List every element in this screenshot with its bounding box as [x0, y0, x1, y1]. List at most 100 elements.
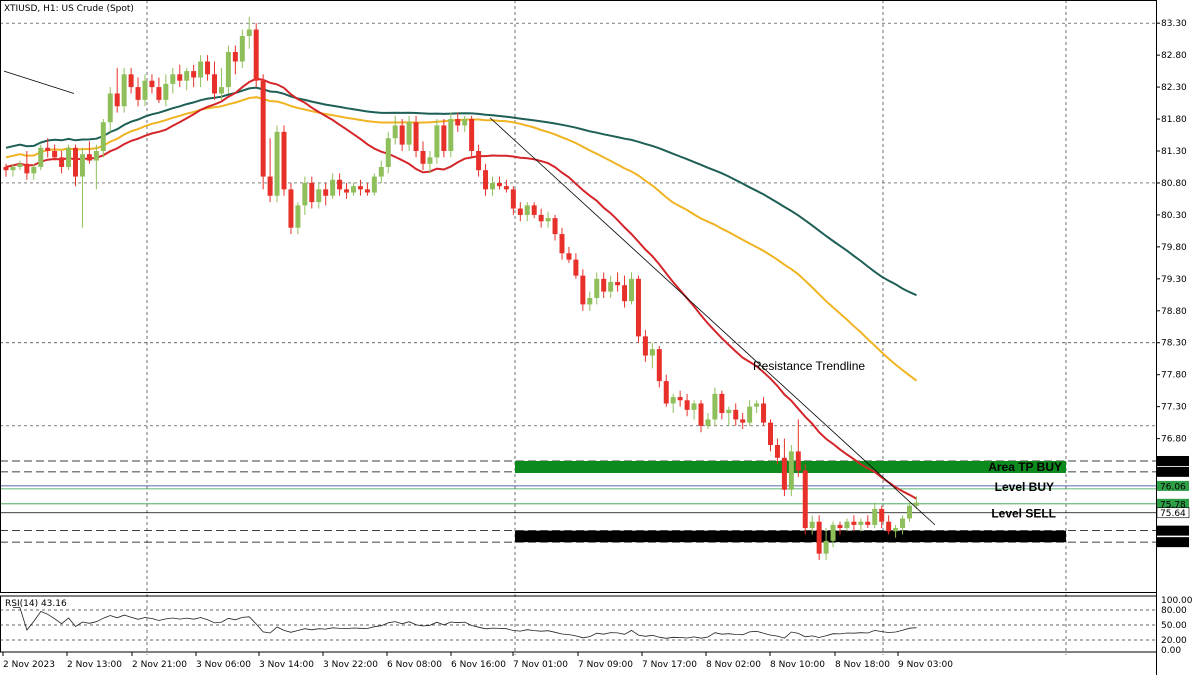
ma-fast-line	[5, 77, 917, 500]
price-tick-label: 82.30	[1161, 83, 1187, 93]
candle-body	[538, 214, 544, 222]
price-badge-label: 76.06	[1160, 482, 1186, 492]
area-tp-sell-label: Area TP SELL	[987, 529, 1066, 543]
candle-body	[608, 282, 614, 292]
candle-body	[524, 205, 530, 215]
candle-body	[872, 508, 878, 525]
candle-body	[378, 166, 384, 177]
candle-body	[517, 208, 523, 215]
candle-body	[684, 400, 690, 410]
price-tick-label: 77.30	[1161, 403, 1187, 413]
price-tick-label: 78.80	[1161, 307, 1187, 317]
candle-body	[128, 74, 134, 88]
candle-body	[747, 406, 753, 423]
time-tick-label: 7 Nov 01:00	[513, 660, 568, 670]
candle-body	[837, 524, 843, 529]
price-badge	[1156, 507, 1190, 519]
price-badge	[1157, 537, 1189, 548]
candle-body	[309, 182, 315, 203]
candle-body	[316, 189, 322, 203]
candle-body	[670, 397, 676, 404]
candle-body	[295, 205, 301, 228]
time-tick-label: 8 Nov 18:00	[835, 660, 890, 670]
candle-body	[184, 71, 190, 81]
candle-body	[156, 87, 162, 100]
candle-body	[253, 29, 259, 81]
price-badge-label: 75.64	[1160, 509, 1186, 519]
candle-body	[622, 285, 628, 302]
candle-body	[371, 176, 377, 193]
candle-body	[559, 234, 565, 254]
candle-body	[816, 521, 822, 554]
rsi-tick-label: 50.00	[1161, 621, 1187, 631]
candle-body	[323, 189, 329, 196]
candle-body	[114, 93, 120, 107]
candle-body	[31, 166, 37, 174]
candle-body	[24, 163, 30, 174]
candle-body	[239, 35, 245, 62]
candle-body	[434, 125, 440, 158]
time-tick-label: 7 Nov 17:00	[642, 660, 697, 670]
candle-body	[218, 87, 224, 94]
resistance-label: Resistance Trendline	[753, 359, 865, 373]
candle-body	[774, 445, 780, 458]
time-tick-label: 7 Nov 09:00	[578, 660, 633, 670]
trendline-short	[3, 70, 75, 94]
candle-body	[761, 403, 767, 423]
level-sell-label: Level SELL	[991, 507, 1056, 521]
candle-body	[392, 125, 398, 139]
candle-body	[191, 71, 197, 78]
candle-body	[893, 528, 899, 532]
candle-body	[490, 182, 495, 190]
time-tick-label: 6 Nov 16:00	[451, 660, 506, 670]
price-badge-label: 76.28	[1160, 468, 1186, 478]
candle-body	[73, 147, 78, 177]
candle-body	[601, 278, 607, 292]
candle-body	[149, 80, 155, 88]
candle-body	[135, 87, 141, 100]
candle-body	[768, 422, 773, 445]
rsi-label: RSI(14) 43.16	[5, 599, 67, 609]
price-badge	[1157, 480, 1189, 491]
candle-body	[802, 470, 808, 529]
area-tp-sell-band	[515, 530, 1066, 543]
time-tick-label: 6 Nov 08:00	[387, 660, 442, 670]
candle-body	[907, 505, 912, 519]
candle-body	[399, 125, 405, 145]
area-tp-buy-label: Area TP BUY	[988, 460, 1062, 474]
candle-body	[212, 74, 217, 94]
candle-body	[656, 349, 662, 382]
candle-body	[726, 409, 732, 414]
candle-body	[900, 518, 906, 529]
candle-body	[79, 154, 85, 177]
candle-body	[198, 61, 204, 78]
candle-body	[879, 508, 885, 522]
candle-body	[691, 403, 697, 410]
candle-body	[163, 83, 169, 100]
price-tick-label: 79.30	[1161, 275, 1187, 285]
candle-body	[733, 409, 739, 420]
candle-body	[10, 166, 16, 171]
candle-body	[357, 186, 363, 190]
candle-body	[496, 182, 502, 187]
candle-body	[17, 163, 23, 167]
price-badge	[1157, 466, 1189, 477]
candle-body	[385, 138, 391, 167]
grid	[0, 0, 1156, 655]
candle-body	[93, 151, 99, 161]
price-tick-label: 82.80	[1161, 51, 1187, 61]
candle-body	[830, 524, 836, 541]
candles	[3, 16, 919, 561]
time-tick-label: 3 Nov 06:00	[196, 660, 251, 670]
candle-body	[52, 151, 58, 158]
candle-body	[45, 147, 51, 151]
candle-body	[455, 119, 461, 126]
candle-body	[809, 521, 815, 529]
rsi-tick-label: 0.00	[1161, 646, 1181, 656]
candle-body	[59, 157, 65, 167]
candle-body	[3, 166, 9, 171]
candle-body	[788, 451, 794, 490]
